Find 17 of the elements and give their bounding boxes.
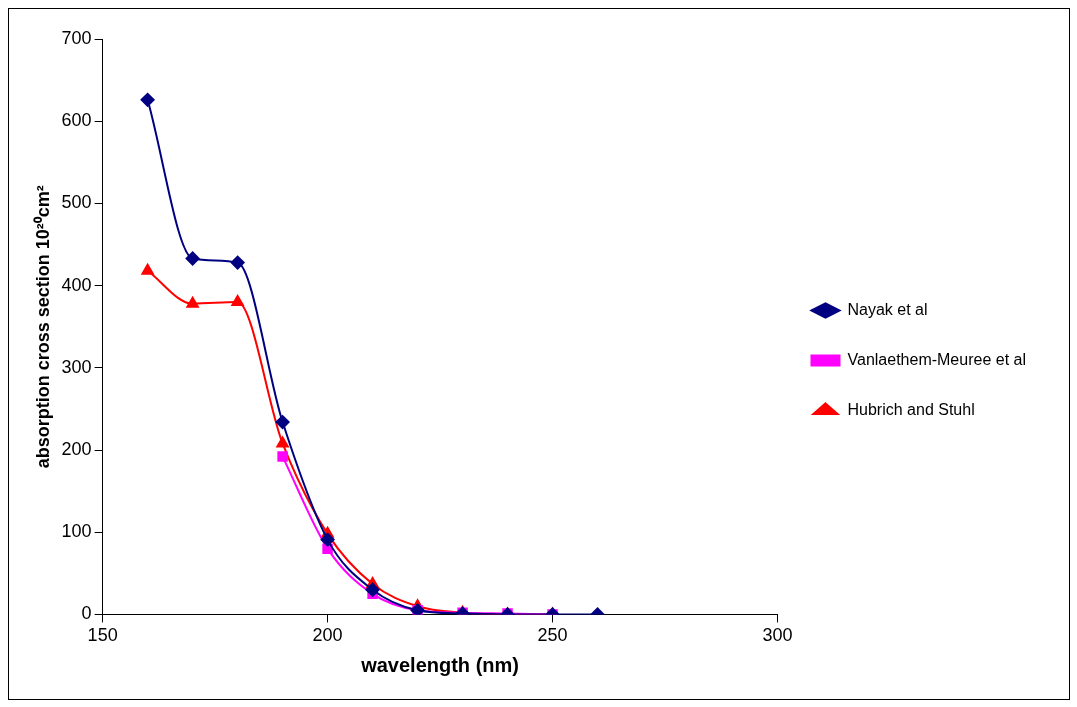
x-tick-label: 150 [87, 625, 118, 646]
y-tick-label: 500 [61, 192, 92, 213]
y-tick-label: 300 [61, 356, 92, 377]
y-axis-title: absorption cross section 10²⁰cm² [32, 185, 53, 469]
legend-label: Nayak et al [847, 300, 928, 318]
y-tick-label: 700 [61, 27, 92, 48]
x-axis-title: wavelength (nm) [360, 653, 519, 676]
x-tick-label: 250 [537, 625, 568, 646]
y-tick-label: 100 [61, 521, 92, 542]
legend-label: Vanlaethem-Meuree et al [847, 350, 1026, 368]
legend-label: Hubrich and Stuhl [847, 400, 975, 418]
x-tick-label: 200 [312, 625, 343, 646]
y-tick-label: 600 [61, 110, 92, 131]
x-tick-label: 300 [762, 625, 793, 646]
y-tick-label: 400 [61, 274, 92, 295]
y-tick-label: 200 [61, 438, 92, 459]
y-tick-label: 0 [81, 603, 92, 624]
